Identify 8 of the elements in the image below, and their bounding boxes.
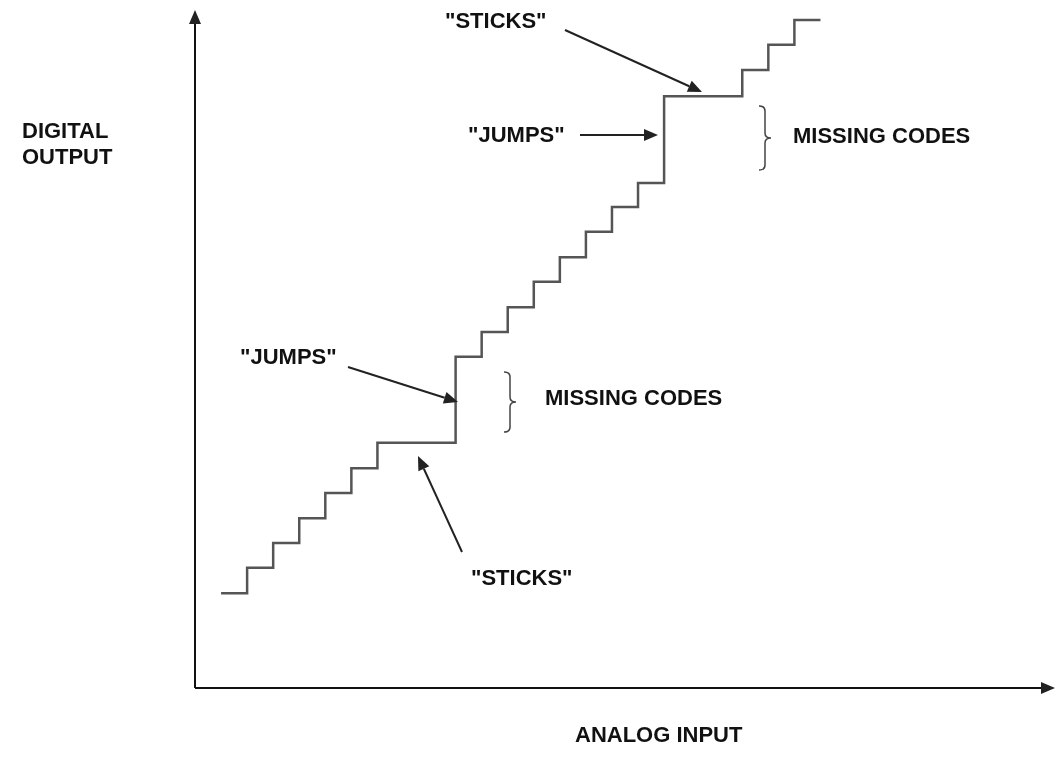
- annotation: "JUMPS": [240, 344, 337, 370]
- annotation: "JUMPS": [468, 122, 565, 148]
- annotation: MISSING CODES: [545, 385, 723, 411]
- annotation: MISSING CODES: [793, 123, 971, 149]
- y-axis-title: DIGITAL OUTPUT: [22, 118, 114, 170]
- x-axis-title: ANALOG INPUT: [575, 722, 743, 748]
- annotation: "STICKS": [445, 8, 547, 34]
- annotation: "STICKS": [471, 565, 573, 591]
